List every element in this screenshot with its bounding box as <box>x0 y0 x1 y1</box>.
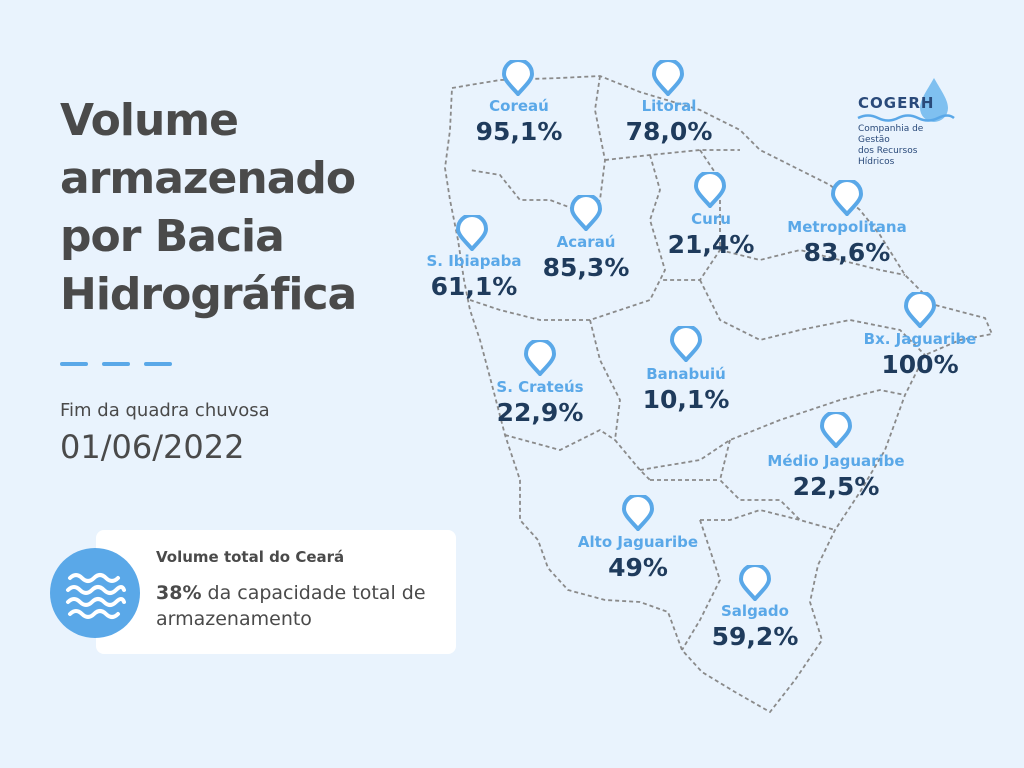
summary-value: 38% <box>156 582 202 604</box>
basin-label: Salgado 59,2% <box>712 602 799 651</box>
logo-name: COGERH <box>858 94 935 112</box>
page-title: Volume armazenado por Bacia Hidrográfica <box>60 95 357 320</box>
basin-value: 21,4% <box>667 230 755 259</box>
basin-label: Alto Jaguaribe 49% <box>578 533 698 582</box>
basin-value: 49% <box>608 553 668 582</box>
basin-label: S. Crateús 22,9% <box>496 378 583 427</box>
basin-value: 78,0% <box>625 117 713 146</box>
summary-card: Volume total do Ceará 38% da capacidade … <box>96 530 456 654</box>
basin-value: 59,2% <box>711 622 799 651</box>
summary-description: da capacidade total de armazenamento <box>156 582 426 630</box>
location-pin-icon <box>501 58 535 100</box>
subtitle: Fim da quadra chuvosa <box>60 400 270 421</box>
basin-name: Alto Jaguaribe <box>577 533 699 551</box>
basin-name: S. Ibiapaba <box>426 252 522 270</box>
basin-name: Bx. Jaguaribe <box>863 330 977 348</box>
basin-label: S. Ibiapaba 61,1% <box>426 252 521 301</box>
date: 01/06/2022 <box>60 428 245 466</box>
basin-name: Coreaú <box>489 97 549 115</box>
basin-name: Litoral <box>641 97 697 115</box>
basin-label: Coreaú 95,1% <box>476 97 563 146</box>
basin-label: Banabuiú 10,1% <box>643 365 730 414</box>
water-waves-icon <box>50 548 140 638</box>
basin-value: 10,1% <box>642 385 730 414</box>
basin-name: Médio Jaguaribe <box>767 452 905 470</box>
location-pin-icon <box>651 58 685 100</box>
basin-value: 85,3% <box>542 253 630 282</box>
divider <box>60 362 172 366</box>
logo-line2: dos Recursos Hídricos <box>858 146 918 167</box>
logo-subtitle: Companhia de Gestão dos Recursos Hídricos <box>858 124 956 168</box>
basin-name: Metropolitana <box>787 218 907 236</box>
location-pin-icon <box>903 290 937 332</box>
basin-value: 95,1% <box>475 117 563 146</box>
basin-value: 83,6% <box>803 238 891 267</box>
location-pin-icon <box>569 193 603 235</box>
location-pin-icon <box>621 493 655 535</box>
basin-value: 61,1% <box>430 272 518 301</box>
basin-label: Médio Jaguaribe 22,5% <box>767 452 904 501</box>
summary-title: Volume total do Ceará <box>156 548 345 566</box>
cogerh-logo: COGERH Companhia de Gestão dos Recursos H… <box>856 76 956 167</box>
basin-value: 22,5% <box>792 472 880 501</box>
basin-name: Acaraú <box>556 233 616 251</box>
basin-name: S. Crateús <box>496 378 584 396</box>
logo-line1: Companhia de Gestão <box>858 124 924 145</box>
location-pin-icon <box>738 563 772 605</box>
location-pin-icon <box>523 338 557 380</box>
basin-label: Litoral 78,0% <box>626 97 713 146</box>
location-pin-icon <box>455 213 489 255</box>
basin-value: 22,9% <box>496 398 584 427</box>
basin-label: Metropolitana 83,6% <box>787 218 906 267</box>
summary-text: 38% da capacidade total de armazenamento <box>156 580 446 632</box>
basin-name: Salgado <box>721 602 789 620</box>
basin-name: Curu <box>691 210 731 228</box>
basin-label: Acaraú 85,3% <box>543 233 630 282</box>
location-pin-icon <box>693 170 727 212</box>
basin-value: 100% <box>881 350 959 379</box>
basin-name: Banabuiú <box>646 365 726 383</box>
basin-label: Bx. Jaguaribe 100% <box>864 330 977 379</box>
location-pin-icon <box>669 324 703 366</box>
basin-label: Curu 21,4% <box>668 210 755 259</box>
location-pin-icon <box>830 178 864 220</box>
state-outline <box>444 75 994 714</box>
location-pin-icon <box>819 410 853 452</box>
